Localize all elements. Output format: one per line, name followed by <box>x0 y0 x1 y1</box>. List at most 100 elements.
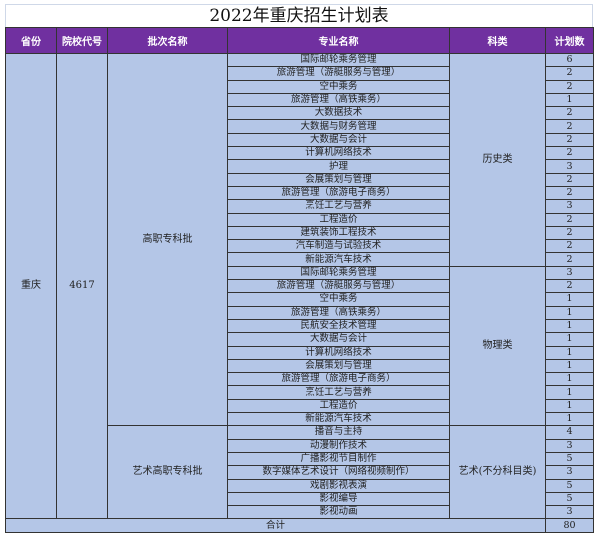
major-cell: 烹饪工艺与营养 <box>227 385 450 400</box>
count-cell: 2 <box>545 119 594 134</box>
major-cell: 大数据与会计 <box>227 132 450 148</box>
count-cell: 4 <box>545 425 594 440</box>
count-cell: 1 <box>545 385 594 400</box>
header-row: 省份 院校代号 批次名称 专业名称 科类 计划数 <box>5 27 594 54</box>
category-cell: 物理类 <box>449 265 546 427</box>
major-cell: 旅游管理（游艇服务与管理） <box>227 279 450 294</box>
count-cell: 3 <box>545 438 594 453</box>
major-cell: 旅游管理（旅游电子商务） <box>227 372 450 387</box>
count-cell: 5 <box>545 491 594 507</box>
count-cell: 1 <box>545 332 594 347</box>
major-cell: 旅游管理（旅游电子商务） <box>227 185 450 201</box>
major-cell: 新能源汽车技术 <box>227 412 450 427</box>
count-cell: 1 <box>545 292 594 307</box>
table-row: 旅游管理（高铁乘务） 1 <box>6 92 594 108</box>
category-cell: 艺术(不分科目类) <box>449 425 546 520</box>
count-cell: 2 <box>545 212 594 227</box>
table-row: 民航安全技术管理 1 <box>6 318 594 334</box>
major-cell: 数字媒体艺术设计（网络视频制作） <box>227 465 450 480</box>
count-cell: 2 <box>545 132 594 148</box>
count-cell: 5 <box>545 478 594 493</box>
count-cell: 1 <box>545 358 594 374</box>
major-cell: 汽车制造与试验技术 <box>227 239 450 254</box>
school-code-cell: 4617 <box>56 52 108 520</box>
major-cell: 民航安全技术管理 <box>227 318 450 334</box>
province-cell: 重庆 <box>5 52 57 520</box>
count-cell: 1 <box>545 345 594 360</box>
table-row: 国际邮轮乘务管理 物理类 3 <box>6 265 594 427</box>
count-cell: 1 <box>545 305 594 320</box>
count-cell: 2 <box>545 239 594 254</box>
table-row: 计算机网络技术 1 <box>6 345 594 360</box>
batch-cell: 高职专科批 <box>107 52 228 427</box>
major-cell: 新能源汽车技术 <box>227 252 450 267</box>
count-cell: 2 <box>545 225 594 241</box>
count-cell: 6 <box>545 52 594 68</box>
count-cell: 3 <box>545 505 594 520</box>
table-row: 烹饪工艺与营养 3 <box>6 199 594 214</box>
major-cell: 烹饪工艺与营养 <box>227 199 450 214</box>
major-cell: 护理 <box>227 159 450 174</box>
count-cell: 2 <box>545 66 594 81</box>
count-cell: 3 <box>545 159 594 174</box>
major-cell: 空中乘务 <box>227 79 450 94</box>
table-row: 旅游管理（旅游电子商务） 1 <box>6 372 594 387</box>
major-cell: 会展策划与管理 <box>227 358 450 374</box>
table-row: 旅游管理（游艇服务与管理） 2 <box>6 279 594 294</box>
category-cell: 历史类 <box>449 53 546 267</box>
table-row: 旅游管理（旅游电子商务） 2 <box>6 185 594 201</box>
major-cell: 大数据与财务管理 <box>227 119 450 134</box>
header-count: 计划数 <box>545 27 594 54</box>
total-value: 80 <box>545 518 594 533</box>
plan-table-container: 2022年重庆招生计划表 省份 院校代号 批次名称 专业名称 科类 计划数 重庆… <box>5 4 594 533</box>
table-row: 大数据与财务管理 2 <box>6 119 594 134</box>
header-province: 省份 <box>5 27 57 54</box>
major-cell: 大数据与会计 <box>227 332 450 347</box>
major-cell: 工程造价 <box>227 398 450 414</box>
count-cell: 2 <box>545 172 594 187</box>
major-cell: 计算机网络技术 <box>227 146 450 161</box>
count-cell: 2 <box>545 79 594 94</box>
plan-table: 省份 院校代号 批次名称 专业名称 科类 计划数 重庆 4617 高职专科批 国际邮轮… <box>5 27 594 533</box>
table-row: 大数据与会计 1 <box>6 332 594 347</box>
major-cell: 建筑装饰工程技术 <box>227 225 450 241</box>
total-label: 合计 <box>5 518 546 533</box>
major-cell: 旅游管理（高铁乘务） <box>227 92 450 108</box>
major-cell: 旅游管理（游艇服务与管理） <box>227 66 450 81</box>
count-cell: 1 <box>545 398 594 414</box>
count-cell: 3 <box>545 265 594 281</box>
page-title: 2022年重庆招生计划表 <box>5 4 593 27</box>
header-batch: 批次名称 <box>107 27 228 54</box>
total-row: 合计 80 <box>5 518 594 533</box>
table-row: 广播影视节目制作 5 <box>6 451 594 467</box>
count-cell: 2 <box>545 106 594 121</box>
table-row: 烹饪工艺与营养 1 <box>6 385 594 400</box>
table-row: 计算机网络技术 2 <box>6 146 594 161</box>
count-cell: 1 <box>545 318 594 334</box>
major-cell: 空中乘务 <box>227 292 450 307</box>
major-cell: 广播影视节目制作 <box>227 451 450 467</box>
count-cell: 3 <box>545 199 594 214</box>
major-cell: 计算机网络技术 <box>227 345 450 360</box>
major-cell: 影视动画 <box>227 505 450 520</box>
count-cell: 1 <box>545 412 594 427</box>
count-cell: 2 <box>545 185 594 201</box>
table-row: 影视动画 3 <box>6 505 594 520</box>
table-row: 旅游管理（游艇服务与管理） 2 <box>6 66 594 81</box>
major-cell: 国际邮轮乘务管理 <box>227 265 450 281</box>
count-cell: 2 <box>545 279 594 294</box>
header-school-code: 院校代号 <box>56 27 108 54</box>
major-cell: 工程造价 <box>227 212 450 227</box>
count-cell: 1 <box>545 92 594 108</box>
major-cell: 戏剧影视表演 <box>227 478 450 493</box>
count-cell: 5 <box>545 451 594 467</box>
major-cell: 动漫制作技术 <box>227 438 450 453</box>
table-row: 重庆 4617 高职专科批 国际邮轮乘务管理 历史类 6 <box>5 52 594 520</box>
major-cell: 大数据技术 <box>227 106 450 121</box>
table-row: 艺术高职专科批 播音与主持 艺术(不分科目类) 4 <box>6 425 594 520</box>
header-major: 专业名称 <box>227 27 450 54</box>
header-category: 科类 <box>449 27 546 54</box>
table-row: 大数据与会计 2 <box>6 132 594 148</box>
count-cell: 1 <box>545 372 594 387</box>
major-cell: 播音与主持 <box>227 425 450 440</box>
